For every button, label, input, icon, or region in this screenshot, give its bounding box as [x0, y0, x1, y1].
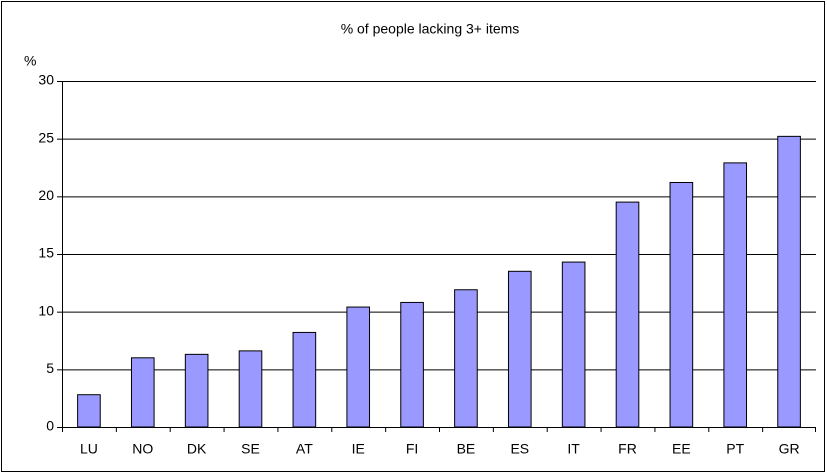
- x-tick-label: GR: [779, 441, 800, 457]
- bar: [561, 261, 586, 428]
- x-tick-label: BE: [457, 441, 476, 457]
- x-tick-label: IE: [352, 441, 365, 457]
- x-tick-label: FR: [618, 441, 637, 457]
- bar: [777, 135, 801, 428]
- x-tick-label: EE: [672, 441, 691, 457]
- x-tick-label: ES: [510, 441, 529, 457]
- x-tick-label: FI: [406, 441, 418, 457]
- chart-title: % of people lacking 3+ items: [341, 21, 520, 37]
- y-tick-label: 0: [46, 418, 54, 434]
- x-tick-label: NO: [132, 441, 153, 457]
- y-axis-label: %: [24, 53, 36, 69]
- x-tick-label: LU: [80, 441, 98, 457]
- bar: [292, 331, 317, 428]
- bar: [723, 162, 748, 428]
- x-tick-label: PT: [726, 441, 744, 457]
- bar: [184, 353, 209, 428]
- y-tick-label: 15: [38, 245, 54, 261]
- bar: [507, 270, 532, 428]
- bar: [130, 357, 155, 428]
- x-tick-label: IT: [567, 441, 580, 457]
- x-tick-label: AT: [296, 441, 313, 457]
- x-tick-label: DK: [187, 441, 207, 457]
- bar: [669, 181, 694, 428]
- bar: [454, 289, 478, 428]
- bar: [346, 306, 371, 428]
- y-tick-label: 10: [38, 302, 54, 318]
- y-tick-label: 5: [46, 360, 54, 376]
- bar: [77, 394, 101, 428]
- bar: [400, 301, 424, 428]
- bar: [615, 201, 640, 428]
- bar: [238, 350, 263, 428]
- x-tick-label: SE: [241, 441, 260, 457]
- y-tick-label: 20: [38, 187, 54, 203]
- y-tick-label: 30: [38, 72, 54, 88]
- y-tick-label: 25: [38, 129, 54, 145]
